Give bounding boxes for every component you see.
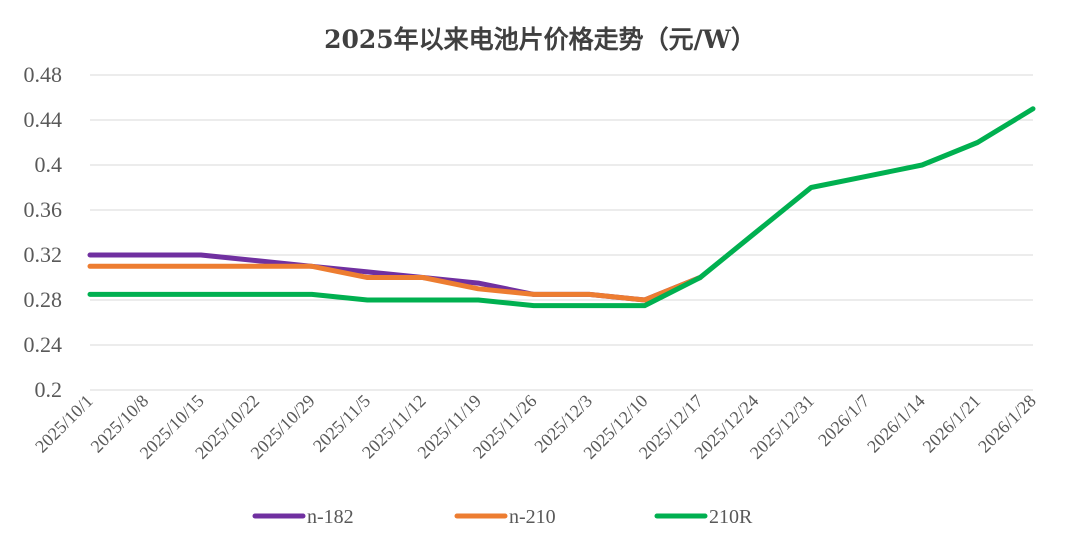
y-tick-label: 0.32 xyxy=(24,242,63,267)
y-tick-label: 0.24 xyxy=(24,332,63,357)
series-lines xyxy=(87,106,1036,309)
y-tick-label: 0.44 xyxy=(24,107,63,132)
y-tick-label: 0.4 xyxy=(35,152,63,177)
x-tick-label: 2026/1/21 xyxy=(919,391,985,457)
legend-label: n-182 xyxy=(307,506,354,528)
y-tick-label: 0.48 xyxy=(24,62,63,87)
y-axis-ticks: 0.2 0.24 0.28 0.32 0.36 0.4 0.44 0.48 xyxy=(24,62,63,402)
gridlines xyxy=(90,74,1033,391)
chart-title: 2025年以来电池片价格走势（元/W） xyxy=(324,25,756,54)
y-tick-label: 0.28 xyxy=(24,287,63,312)
legend-label: n-210 xyxy=(509,506,556,528)
x-tick-label: 2026/1/28 xyxy=(974,391,1040,457)
series-line-n-210 xyxy=(87,263,703,303)
x-tick-label: 2026/1/14 xyxy=(863,391,929,457)
series-line-210R xyxy=(87,106,1036,309)
legend: n-182 n-210 210R xyxy=(252,506,753,528)
y-tick-label: 0.36 xyxy=(24,197,63,222)
y-tick-label: 0.2 xyxy=(35,377,63,402)
legend-label: 210R xyxy=(709,506,753,528)
x-axis-ticks: 2025/10/12025/10/82025/10/152025/10/2220… xyxy=(31,391,1040,463)
